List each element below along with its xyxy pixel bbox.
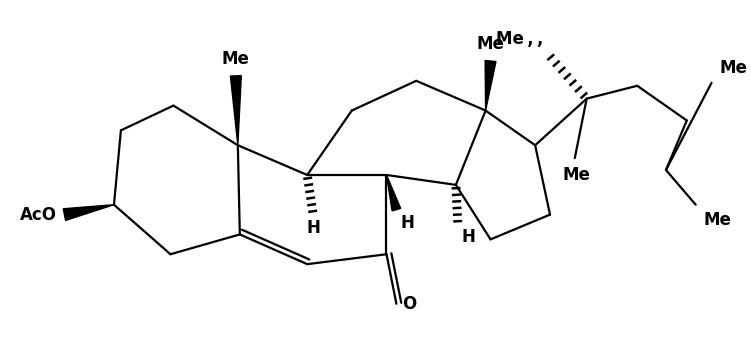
Polygon shape — [387, 175, 401, 211]
Polygon shape — [231, 76, 241, 145]
Text: Me: Me — [719, 59, 747, 77]
Polygon shape — [485, 61, 496, 110]
Text: O: O — [403, 295, 417, 313]
Text: Me: Me — [222, 50, 250, 68]
Text: Me: Me — [477, 35, 505, 53]
Polygon shape — [63, 205, 114, 221]
Text: Me: Me — [562, 166, 591, 184]
Text: Me , ,: Me , , — [496, 30, 543, 48]
Text: Me: Me — [704, 211, 731, 229]
Text: H: H — [306, 219, 320, 237]
Text: AcO: AcO — [20, 206, 56, 224]
Text: H: H — [400, 214, 415, 232]
Text: H: H — [462, 228, 475, 247]
